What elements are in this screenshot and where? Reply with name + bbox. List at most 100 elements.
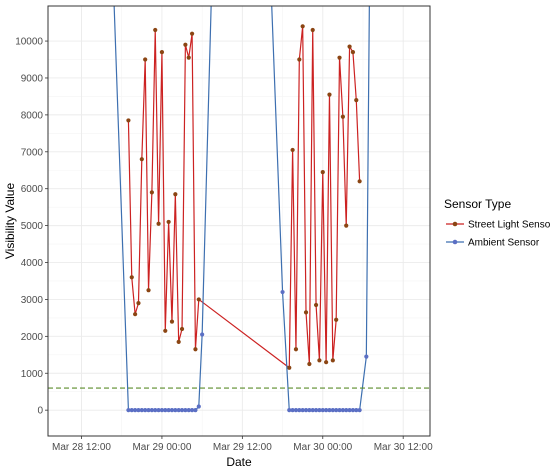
legend: Sensor Type Street Light Sensor Ambient S…: [444, 197, 550, 249]
data-point: [290, 147, 295, 153]
data-point: [166, 408, 171, 413]
data-point: [337, 55, 342, 60]
data-point: [297, 408, 302, 413]
data-point: [176, 408, 181, 413]
data-point: [133, 408, 138, 413]
data-point: [330, 358, 335, 363]
data-point: [334, 317, 339, 322]
y-tick-label: 9000: [21, 73, 44, 84]
data-point: [146, 288, 151, 293]
data-point: [139, 157, 144, 162]
data-point: [324, 408, 329, 413]
data-point: [176, 339, 181, 344]
data-point: [327, 408, 332, 413]
data-point: [149, 190, 154, 195]
plot-panel: [47, 5, 431, 437]
data-point: [300, 24, 305, 29]
y-tick-label: 7000: [21, 147, 44, 158]
data-point: [129, 408, 134, 413]
data-point: [317, 358, 322, 363]
data-point: [189, 31, 195, 36]
data-point: [307, 408, 312, 413]
data-point: [313, 408, 319, 413]
legend-label: Ambient Sensor: [468, 238, 540, 249]
data-point: [297, 57, 302, 62]
data-point: [193, 408, 198, 413]
data-point: [193, 347, 198, 352]
data-point: [133, 312, 138, 317]
data-point: [163, 328, 168, 333]
panel-border: [47, 5, 431, 437]
data-point: [320, 408, 325, 413]
data-point: [310, 408, 315, 413]
x-tick-label: Mar 28 12:00: [52, 442, 111, 453]
data-point: [189, 408, 195, 413]
y-axis-ticks: 0 1000 2000 3000 4000 5000 6000 7000 8000 9000 100…: [15, 37, 48, 417]
x-tick-label: Mar 30 00:00: [293, 442, 352, 453]
data-point: [354, 98, 359, 103]
legend-title: Sensor Type: [444, 197, 511, 211]
data-point: [183, 42, 188, 47]
data-point: [364, 354, 369, 359]
data-point: [173, 408, 178, 413]
data-point: [344, 223, 349, 228]
data-point: [357, 179, 362, 184]
data-point: [287, 365, 292, 370]
data-point: [159, 50, 165, 55]
legend-items: Street Light Sensor Ambient Sensor: [446, 220, 550, 249]
data-point: [357, 408, 362, 413]
y-tick-label: 2000: [21, 332, 44, 343]
data-point: [136, 301, 141, 306]
data-point: [143, 408, 148, 413]
data-point: [313, 302, 319, 308]
data-point: [344, 408, 349, 413]
data-point: [153, 27, 158, 33]
data-point: [340, 114, 345, 119]
data-point: [196, 404, 201, 409]
data-point: [186, 55, 191, 60]
data-point: [139, 408, 144, 413]
data-point: [287, 408, 292, 413]
data-point: [179, 326, 185, 332]
legend-key-point: [452, 221, 458, 227]
data-point: [179, 408, 185, 413]
data-point: [303, 310, 309, 315]
y-axis-title: Visibility Value: [3, 183, 17, 260]
x-tick-label: Mar 29 00:00: [132, 442, 191, 453]
legend-label: Street Light Sensor: [468, 220, 550, 231]
y-tick-label: 8000: [21, 110, 44, 121]
data-point: [156, 408, 161, 413]
x-tick-label: Mar 29 12:00: [213, 442, 272, 453]
major-gridlines: [48, 6, 430, 436]
data-point: [126, 408, 131, 413]
data-point: [196, 297, 201, 302]
y-tick-label: 4000: [21, 258, 44, 269]
data-point: [303, 408, 309, 413]
data-point: [126, 118, 131, 123]
data-point: [334, 408, 339, 413]
data-point: [327, 92, 332, 97]
data-point: [300, 408, 305, 413]
data-point: [354, 408, 359, 413]
x-tick-label: Mar 30 12:00: [374, 442, 433, 453]
y-tick-label: 6000: [21, 184, 44, 195]
data-point: [317, 408, 322, 413]
series-layer: [48, 6, 430, 413]
data-point: [149, 408, 154, 413]
data-point: [347, 408, 352, 413]
data-point: [169, 319, 175, 324]
data-point: [183, 408, 188, 413]
panel-background: [48, 6, 430, 436]
data-point: [156, 221, 161, 226]
data-point: [169, 408, 175, 413]
data-point: [330, 408, 335, 413]
y-tick-label: 3000: [21, 295, 44, 306]
data-point: [200, 332, 205, 337]
data-point: [324, 360, 329, 365]
x-axis-title: Date: [226, 455, 252, 469]
data-point: [337, 408, 342, 413]
x-axis-ticks: Mar 28 12:00 Mar 29 00:00 Mar 29 12:00 Mar …: [52, 436, 433, 453]
data-point: [293, 408, 299, 413]
data-point: [280, 289, 285, 295]
